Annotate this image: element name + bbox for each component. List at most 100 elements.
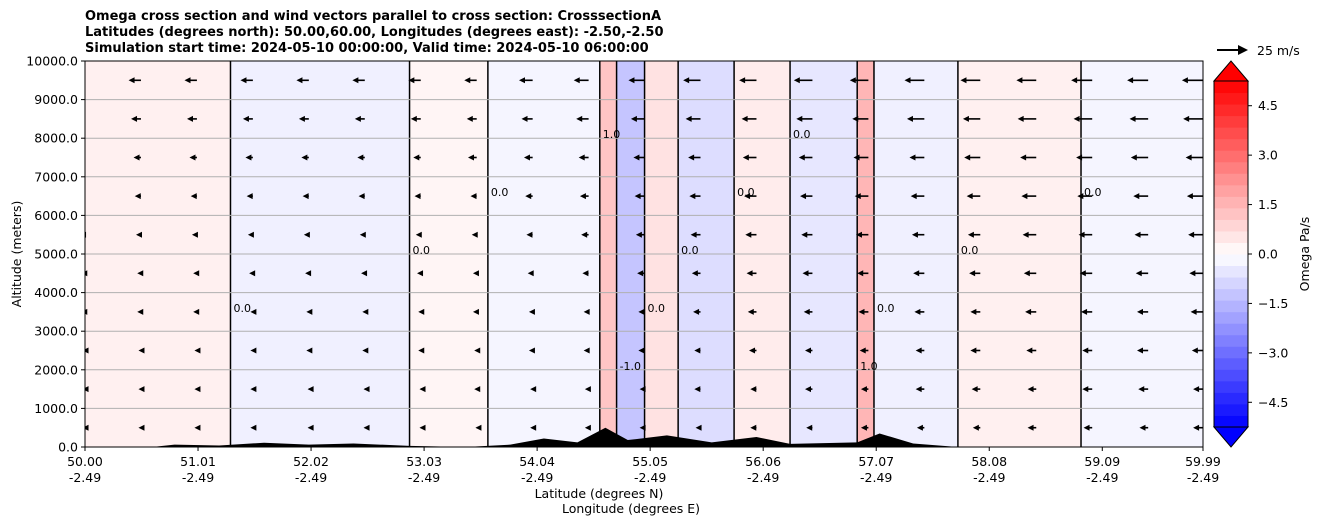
wind-vector-head xyxy=(1129,115,1136,122)
wind-vector-head xyxy=(964,154,971,161)
wind-vector-4-1 xyxy=(307,386,314,393)
wind-vector-head xyxy=(1193,386,1200,393)
wind-vector-1-5 xyxy=(135,231,142,238)
wind-vector-head xyxy=(530,424,537,431)
y-tick-label-0: 0.0 xyxy=(58,440,78,455)
wind-vector-2-6 xyxy=(190,193,197,200)
wind-vector-head xyxy=(184,77,191,84)
y-tick-label-7: 7000.0 xyxy=(34,169,78,184)
wind-vector-head xyxy=(247,231,254,238)
colorbar-band-9 xyxy=(1214,311,1248,324)
wind-vector-6-7 xyxy=(413,154,421,161)
wind-vector-head xyxy=(860,424,867,431)
wind-vector-head xyxy=(970,308,977,315)
wind-vector-head xyxy=(849,77,856,84)
wind-vector-head xyxy=(527,270,534,277)
wind-vector-7-8 xyxy=(466,115,477,122)
wind-vector-head xyxy=(1127,77,1134,84)
wind-vector-18-3 xyxy=(1081,308,1093,315)
wind-vector-head xyxy=(79,193,85,199)
wind-vector-12-0 xyxy=(750,424,757,431)
wind-vector-2-4 xyxy=(193,270,200,277)
wind-vector-head xyxy=(967,231,974,238)
wind-vector-head xyxy=(1025,308,1032,315)
wind-vector-head xyxy=(1017,115,1024,122)
wind-vector-head xyxy=(1134,231,1141,238)
wind-vector-head xyxy=(1130,154,1137,161)
wind-vector-head xyxy=(1022,231,1029,238)
wind-vector-10-8 xyxy=(630,115,645,122)
wind-vector-14-2 xyxy=(859,347,869,354)
wind-vector-7-5 xyxy=(471,231,478,238)
wind-vector-15-2 xyxy=(915,347,925,354)
wind-vector-2-8 xyxy=(186,115,197,122)
wind-vector-4-0 xyxy=(307,424,314,431)
wind-vector-13-2 xyxy=(804,347,813,354)
wind-vector-head xyxy=(1190,308,1197,315)
wind-vector-head xyxy=(746,270,753,277)
wind-vector-head xyxy=(741,115,748,122)
x-tick-lat-0: 50.00 xyxy=(67,454,103,469)
wind-vector-head xyxy=(418,347,425,354)
wind-vector-11-0 xyxy=(695,424,702,431)
wind-vector-head xyxy=(689,193,696,200)
wind-vector-17-8 xyxy=(1017,115,1037,122)
wind-vector-15-9 xyxy=(904,77,925,84)
wind-vector-19-6 xyxy=(1133,193,1149,200)
wind-vector-head xyxy=(138,424,145,431)
quiver-key-label: 25 m/s xyxy=(1257,43,1300,58)
colorbar-band-17 xyxy=(1214,219,1248,232)
wind-vector-head xyxy=(471,231,478,238)
wind-vector-head xyxy=(307,386,314,393)
wind-vector-14-8 xyxy=(852,115,869,122)
wind-vector-19-3 xyxy=(1137,308,1149,315)
wind-vector-head xyxy=(362,308,369,315)
wind-vector-13-5 xyxy=(801,231,813,238)
wind-vector-head xyxy=(250,386,257,393)
wind-vector-head xyxy=(1185,154,1192,161)
wind-vector-head xyxy=(530,386,537,393)
wind-vector-head xyxy=(685,115,692,122)
wind-vector-5-7 xyxy=(357,154,365,161)
wind-vector-8-9 xyxy=(519,77,533,84)
wind-vector-head xyxy=(804,347,811,354)
wind-vector-5-2 xyxy=(362,347,369,354)
y-tick-label-8: 8000.0 xyxy=(34,131,78,146)
wind-vector-head xyxy=(526,231,533,238)
wind-vector-head xyxy=(361,270,368,277)
wind-vector-head xyxy=(911,231,918,238)
wind-vector-head xyxy=(135,231,142,238)
wind-vector-0-4 xyxy=(85,270,88,277)
wind-vector-1-3 xyxy=(137,308,144,315)
wind-vector-9-6 xyxy=(579,193,589,200)
wind-vector-head xyxy=(85,270,88,277)
wind-vector-head xyxy=(418,308,425,315)
x-tick-lon-9: -2.49 xyxy=(1086,470,1118,485)
wind-vector-8-8 xyxy=(521,115,533,122)
y-tick-label-9: 9000.0 xyxy=(34,92,78,107)
wind-vector-12-1 xyxy=(750,386,757,393)
wind-vector-head xyxy=(249,270,256,277)
x-axis-label-latitude: Latitude (degrees N) xyxy=(535,486,664,501)
colorbar-band-1 xyxy=(1214,403,1248,416)
wind-vector-head xyxy=(638,308,645,315)
wind-vector-head xyxy=(913,270,920,277)
wind-vector-head xyxy=(138,347,145,354)
wind-vector-20-5 xyxy=(1188,231,1203,238)
wind-vector-head xyxy=(683,77,690,84)
wind-vector-12-3 xyxy=(747,308,757,315)
colorbar-tick-label-2: −1.5 xyxy=(1258,296,1288,311)
wind-vector-head xyxy=(131,115,138,122)
x-tick-lon-6: -2.49 xyxy=(747,470,779,485)
wind-vector-head xyxy=(359,231,366,238)
colorbar-band-21 xyxy=(1214,173,1248,186)
wind-vector-1-2 xyxy=(138,347,145,354)
wind-vector-10-3 xyxy=(638,308,645,315)
wind-vector-15-6 xyxy=(910,193,925,200)
wind-vector-head xyxy=(194,424,201,431)
wind-vector-head xyxy=(858,308,865,315)
wind-vector-head xyxy=(193,270,200,277)
wind-vector-14-5 xyxy=(855,231,869,238)
wind-vector-head xyxy=(960,77,967,84)
wind-vector-5-9 xyxy=(352,77,365,84)
